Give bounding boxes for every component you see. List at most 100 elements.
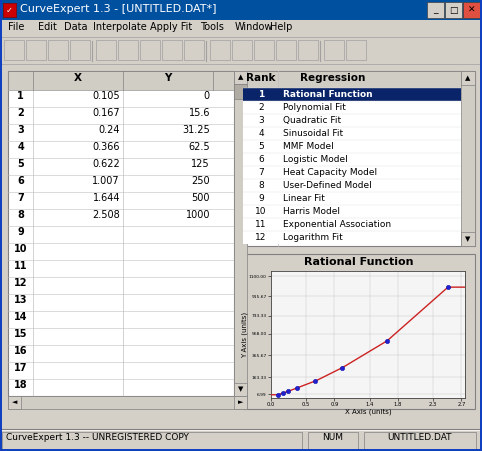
- Text: 2.508: 2.508: [92, 210, 120, 220]
- Text: Quadratic Fit: Quadratic Fit: [283, 116, 341, 125]
- Point: [444, 284, 452, 291]
- Bar: [276, 40, 296, 60]
- Point: [279, 390, 287, 397]
- Text: 15: 15: [14, 329, 27, 339]
- Text: Rational Function: Rational Function: [283, 90, 373, 99]
- Text: 9: 9: [258, 194, 264, 203]
- X-axis label: X Axis (units): X Axis (units): [345, 409, 391, 415]
- Text: ►: ►: [238, 400, 243, 405]
- Bar: [298, 40, 318, 60]
- Bar: [243, 192, 461, 205]
- Text: Regression: Regression: [300, 73, 366, 83]
- Bar: [0, 20, 482, 38]
- Text: □: □: [449, 5, 458, 14]
- Text: 16: 16: [14, 346, 27, 356]
- Text: 5: 5: [258, 142, 264, 151]
- Text: 15.6: 15.6: [188, 108, 210, 118]
- Text: 12: 12: [14, 278, 27, 288]
- Bar: [243, 179, 461, 192]
- Bar: [234, 71, 247, 84]
- Text: 8: 8: [17, 210, 24, 220]
- Bar: [427, 2, 444, 18]
- Bar: [232, 40, 252, 60]
- Point: [275, 391, 282, 398]
- Text: 18: 18: [13, 380, 27, 390]
- Bar: [26, 40, 46, 60]
- Text: _: _: [433, 5, 438, 14]
- Bar: [234, 396, 247, 409]
- Bar: [463, 2, 480, 18]
- Bar: [243, 71, 475, 88]
- Text: X: X: [74, 73, 82, 83]
- Text: Rational Function: Rational Function: [304, 257, 414, 267]
- Text: Logistic Model: Logistic Model: [283, 155, 348, 164]
- Bar: [0, 38, 482, 64]
- Text: 0.24: 0.24: [98, 125, 120, 135]
- Text: ✓: ✓: [6, 5, 13, 14]
- Bar: [210, 40, 230, 60]
- Text: Logarithm Fit: Logarithm Fit: [283, 233, 343, 242]
- Bar: [2, 432, 302, 449]
- Text: 7: 7: [17, 193, 24, 203]
- Bar: [254, 40, 274, 60]
- Text: Apply Fit: Apply Fit: [150, 22, 192, 32]
- Bar: [8, 71, 234, 396]
- Bar: [243, 254, 475, 409]
- Bar: [243, 153, 461, 166]
- Text: ✕: ✕: [468, 5, 475, 14]
- Text: 0.622: 0.622: [92, 159, 120, 169]
- Bar: [308, 432, 358, 449]
- Bar: [8, 396, 21, 409]
- Bar: [234, 383, 247, 396]
- Text: MMF Model: MMF Model: [283, 142, 334, 151]
- Bar: [243, 231, 461, 244]
- Text: 0.105: 0.105: [93, 91, 120, 101]
- Bar: [243, 88, 461, 101]
- Text: Heat Capacity Model: Heat Capacity Model: [283, 168, 377, 177]
- Text: 11: 11: [14, 261, 27, 271]
- Text: 12: 12: [255, 233, 267, 242]
- Bar: [243, 166, 461, 179]
- Text: 5: 5: [17, 159, 24, 169]
- Bar: [461, 71, 475, 246]
- Text: 2: 2: [258, 103, 264, 112]
- Text: 2: 2: [17, 108, 24, 118]
- Bar: [0, 66, 482, 429]
- Text: 1: 1: [17, 91, 24, 101]
- Bar: [346, 40, 366, 60]
- Text: 6: 6: [258, 155, 264, 164]
- Bar: [234, 71, 247, 396]
- Bar: [184, 40, 204, 60]
- Text: UNTITLED.DAT: UNTITLED.DAT: [388, 433, 452, 442]
- Bar: [243, 218, 461, 231]
- Text: 8: 8: [258, 181, 264, 190]
- Text: 250: 250: [191, 176, 210, 186]
- Text: Exponential Association: Exponential Association: [283, 220, 391, 229]
- Text: 10: 10: [14, 244, 27, 254]
- Text: 11: 11: [255, 220, 267, 229]
- Bar: [243, 205, 461, 218]
- Text: 13: 13: [14, 295, 27, 305]
- Text: ◄: ◄: [12, 400, 17, 405]
- Text: Sinusoidal Fit: Sinusoidal Fit: [283, 129, 343, 138]
- Text: 0: 0: [204, 91, 210, 101]
- Text: User-Defined Model: User-Defined Model: [283, 181, 372, 190]
- Bar: [48, 40, 68, 60]
- Bar: [324, 40, 344, 60]
- Text: Data: Data: [64, 22, 88, 32]
- Bar: [70, 40, 90, 60]
- Bar: [0, 449, 482, 451]
- Text: 3: 3: [258, 116, 264, 125]
- Text: 1000: 1000: [186, 210, 210, 220]
- Text: File: File: [8, 22, 25, 32]
- Bar: [8, 71, 234, 90]
- Text: 10: 10: [255, 207, 267, 216]
- Text: Linear Fit: Linear Fit: [283, 194, 325, 203]
- Text: Edit: Edit: [38, 22, 57, 32]
- Bar: [243, 101, 461, 114]
- Point: [293, 384, 301, 391]
- Bar: [243, 140, 461, 153]
- Point: [311, 377, 319, 385]
- Text: ▼: ▼: [465, 236, 471, 242]
- Text: 1.644: 1.644: [93, 193, 120, 203]
